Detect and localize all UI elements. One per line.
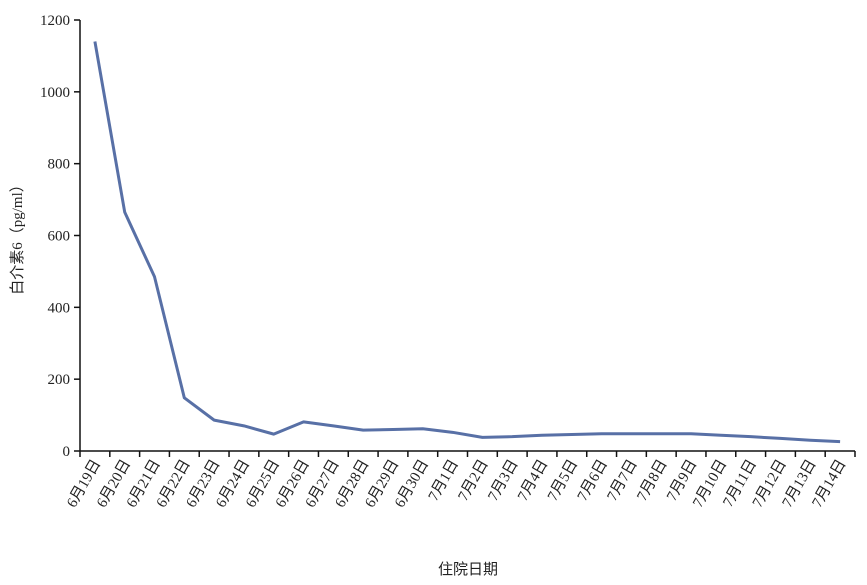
y-tick-label: 600: [48, 229, 71, 245]
y-tick-label: 400: [48, 300, 71, 316]
y-tick-label: 200: [48, 372, 71, 388]
data-line: [93, 41, 841, 444]
y-tick-label: 0: [63, 444, 71, 460]
y-axis-label: 白介素6（pg/ml）: [9, 177, 26, 295]
y-tick-label: 1200: [40, 13, 70, 29]
y-tick-label: 800: [48, 157, 71, 173]
y-tick-label: 1000: [40, 85, 70, 101]
x-axis-label: 住院日期: [438, 560, 498, 578]
